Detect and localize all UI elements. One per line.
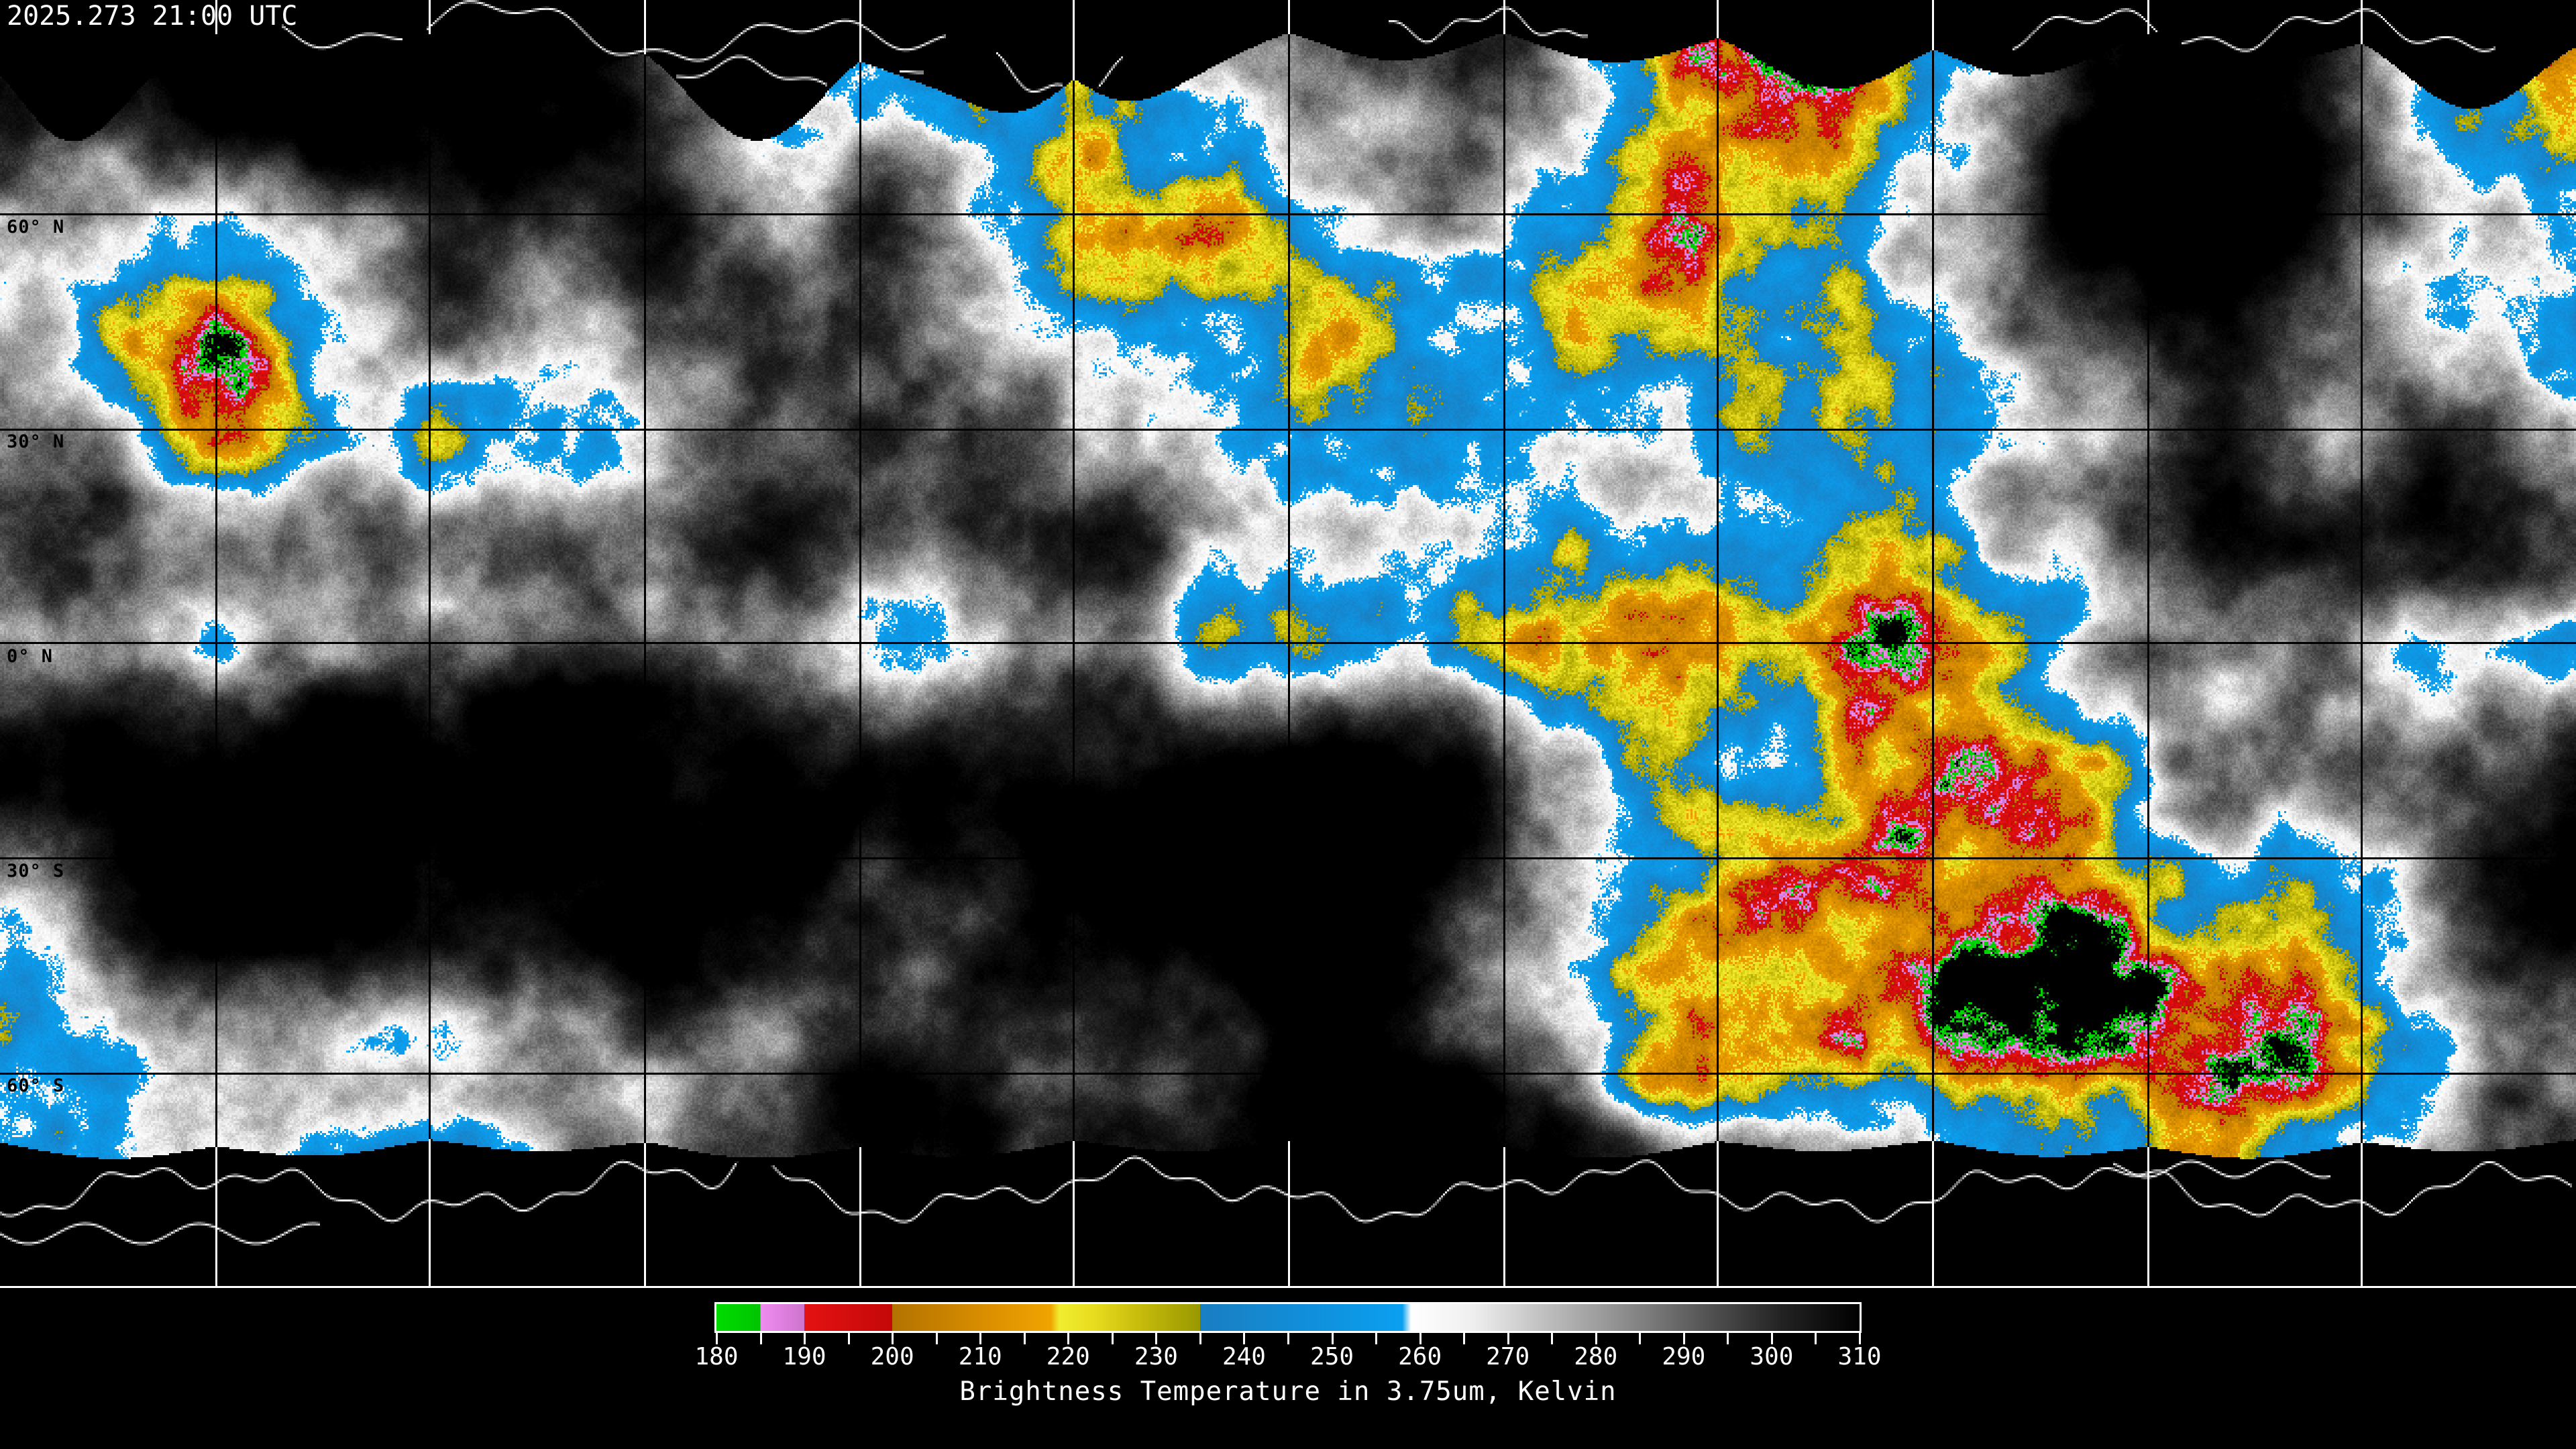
satellite-imagery-canvas	[0, 0, 2576, 1288]
colorbar-tick-label: 270	[1486, 1343, 1530, 1371]
colorbar-tick-label: 250	[1310, 1343, 1354, 1371]
colorbar-tick-label: 190	[782, 1343, 826, 1371]
colorbar-tick	[1595, 1333, 1597, 1344]
colorbar-tick	[1463, 1333, 1466, 1344]
colorbar-tick-label: 300	[1750, 1343, 1794, 1371]
colorbar-tick	[935, 1333, 938, 1344]
colorbar-tick	[1199, 1333, 1201, 1344]
colorbar-tick	[1859, 1333, 1861, 1344]
colorbar-tick-label: 180	[694, 1343, 739, 1371]
colorbar-tick	[847, 1333, 850, 1344]
colorbar-tick	[1727, 1333, 1729, 1344]
latitude-label: 0° N	[7, 646, 54, 667]
colorbar-tick-label: 230	[1134, 1343, 1178, 1371]
colorbar-tick	[1067, 1333, 1070, 1344]
colorbar-tick-label: 290	[1662, 1343, 1706, 1371]
colorbar-tick	[1770, 1333, 1773, 1344]
colorbar-tick-label: 200	[870, 1343, 914, 1371]
latitude-label: 30° N	[7, 431, 65, 452]
colorbar-tick	[1155, 1333, 1158, 1344]
colorbar-tick	[1815, 1333, 1817, 1344]
colorbar-tick-label: 240	[1222, 1343, 1266, 1371]
colorbar-tick	[1551, 1333, 1554, 1344]
colorbar-tick	[1243, 1333, 1246, 1344]
colorbar-title: Brightness Temperature in 3.75um, Kelvin	[959, 1377, 1617, 1407]
colorbar-tick	[1639, 1333, 1642, 1344]
colorbar-tick-label: 260	[1398, 1343, 1442, 1371]
colorbar-tick	[1507, 1333, 1509, 1344]
colorbar-tick	[804, 1333, 806, 1344]
colorbar-tick	[759, 1333, 762, 1344]
colorbar-tick	[1331, 1333, 1334, 1344]
colorbar-tick	[979, 1333, 982, 1344]
latitude-label: 30° S	[7, 861, 65, 881]
colorbar-tick	[1111, 1333, 1114, 1344]
colorbar-tick	[1287, 1333, 1289, 1344]
timestamp-label: 2025.273 21:00 UTC	[7, 1, 298, 32]
colorbar-tick-label: 220	[1046, 1343, 1090, 1371]
colorbar-gradient-bar	[714, 1302, 1862, 1333]
colorbar-tick-label: 280	[1574, 1343, 1618, 1371]
colorbar-tick	[716, 1333, 718, 1344]
colorbar-tick	[1419, 1333, 1421, 1344]
colorbar-tick	[1375, 1333, 1378, 1344]
latitude-label: 60° S	[7, 1075, 65, 1096]
colorbar-tick	[1023, 1333, 1026, 1344]
colorbar-tick	[1682, 1333, 1685, 1344]
colorbar-tick-label: 210	[958, 1343, 1002, 1371]
colorbar-tick	[892, 1333, 894, 1344]
colorbar-tick-label: 310	[1837, 1343, 1882, 1371]
latitude-label: 60° N	[7, 217, 65, 237]
